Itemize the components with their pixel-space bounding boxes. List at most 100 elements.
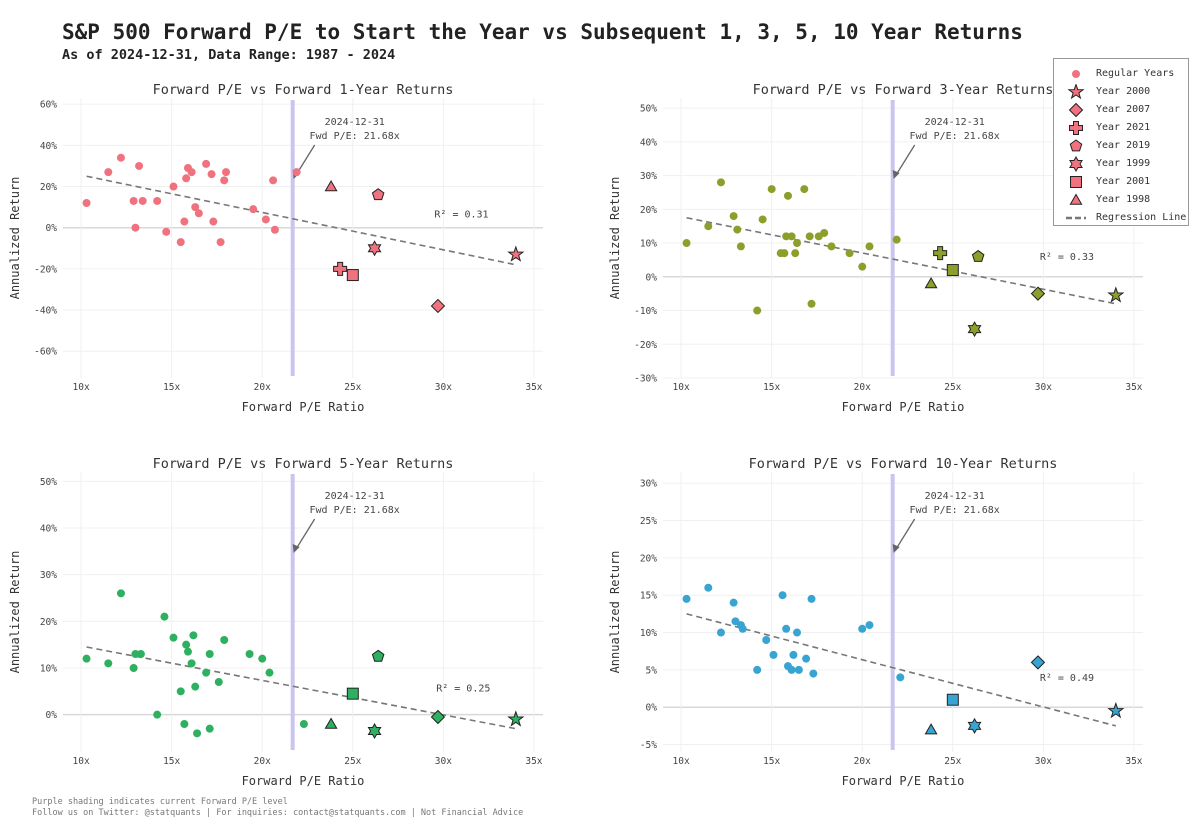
- x-tick-label: 10x: [673, 382, 690, 393]
- y-tick-label: 20%: [40, 182, 57, 193]
- special-point-2019: [371, 649, 385, 662]
- special-point-1998: [324, 180, 338, 192]
- data-point: [791, 249, 800, 258]
- data-point: [189, 631, 198, 640]
- legend-marker-pentagon: [1069, 139, 1083, 152]
- y-tick-label: 40%: [40, 524, 57, 535]
- special-point-2000: [1107, 286, 1125, 303]
- legend-label: Year 2007: [1096, 104, 1151, 115]
- special-point-1999: [367, 240, 382, 257]
- x-tick-label: 35x: [525, 382, 542, 393]
- data-point: [787, 232, 796, 241]
- legend-symbol: [1069, 139, 1083, 152]
- y-tick-label: 30%: [640, 171, 657, 182]
- data-point: [116, 589, 125, 598]
- x-tick-label: 25x: [344, 756, 361, 767]
- page-title: S&P 500 Forward P/E to Start the Year vs…: [62, 20, 1023, 44]
- data-point: [176, 238, 185, 247]
- special-point-2019: [371, 188, 385, 201]
- data-point: [789, 650, 798, 659]
- data-point: [845, 249, 854, 258]
- special-point-2000: [507, 710, 525, 727]
- x-tick-label: 20x: [254, 382, 271, 393]
- data-point: [716, 178, 725, 187]
- special-point-1998: [924, 723, 938, 735]
- data-point: [193, 729, 202, 738]
- y-tick-label: -30%: [634, 374, 657, 385]
- data-point: [220, 636, 229, 644]
- r2-label: R² = 0.25: [436, 683, 490, 694]
- x-axis-label: Forward P/E Ratio: [842, 400, 965, 414]
- data-point: [214, 678, 223, 686]
- legend-marker-triangle: [1069, 193, 1083, 205]
- legend-label: Year 1999: [1096, 158, 1151, 169]
- data-point: [135, 161, 144, 170]
- legend-symbol: [1067, 84, 1085, 100]
- data-point: [865, 242, 874, 251]
- data-point: [104, 659, 113, 668]
- data-point: [270, 225, 279, 234]
- data-point: [783, 191, 792, 200]
- x-tick-label: 20x: [854, 756, 871, 767]
- regression-line: [686, 613, 1117, 727]
- special-point-1998: [324, 717, 338, 729]
- legend-label: Year 1998: [1096, 194, 1151, 205]
- special-point-2000: [507, 245, 525, 262]
- data-point: [209, 217, 218, 226]
- x-axis-label: Forward P/E Ratio: [842, 774, 965, 788]
- data-point: [153, 710, 162, 719]
- data-point: [180, 217, 189, 226]
- data-point: [787, 665, 796, 674]
- data-point: [807, 299, 816, 308]
- y-tick-label: -20%: [34, 264, 57, 275]
- legend: Regular Years Year 2000 Year 2007 Year 2…: [1053, 58, 1189, 226]
- chart-title: Forward P/E vs Forward 10-Year Returns: [749, 456, 1058, 472]
- data-point: [187, 168, 196, 177]
- data-point: [261, 215, 270, 224]
- data-point: [258, 654, 267, 663]
- data-point: [205, 650, 214, 658]
- data-point: [205, 724, 214, 733]
- data-point: [767, 185, 776, 194]
- legend-marker-dash: [1066, 216, 1086, 220]
- data-point: [858, 262, 867, 271]
- legend-item-regular-years: Regular Years: [1054, 66, 1188, 82]
- annotation-pe: Fwd P/E: 21.68x: [910, 505, 1000, 516]
- x-tick-label: 25x: [944, 382, 961, 393]
- data-point: [116, 153, 125, 162]
- data-point: [682, 594, 691, 603]
- data-point: [729, 598, 738, 607]
- special-point-2001: [346, 269, 359, 282]
- data-point: [191, 203, 200, 212]
- y-tick-label: 10%: [40, 664, 57, 675]
- y-tick-label: 25%: [640, 516, 657, 527]
- regression-line: [86, 646, 516, 730]
- legend-symbol: [1069, 156, 1083, 172]
- legend-marker-plus: [1069, 121, 1083, 135]
- data-point: [249, 205, 258, 214]
- data-point: [180, 720, 189, 728]
- data-point: [129, 664, 138, 672]
- data-point: [704, 222, 713, 231]
- legend-item-regression-line: Regression Line: [1054, 210, 1188, 226]
- x-tick-label: 35x: [1125, 382, 1142, 393]
- regression-line: [686, 216, 1116, 305]
- y-tick-label: -10%: [634, 306, 657, 317]
- y-tick-label: 0%: [646, 703, 658, 714]
- data-point: [736, 242, 745, 251]
- special-point-1998: [924, 277, 938, 289]
- y-tick-label: -40%: [34, 306, 57, 317]
- data-point: [222, 168, 231, 177]
- y-tick-label: 50%: [640, 104, 657, 115]
- special-point-1999: [967, 321, 982, 338]
- annotation-pe: Fwd P/E: 21.68x: [310, 131, 400, 142]
- annotation-pe: Fwd P/E: 21.68x: [910, 131, 1000, 142]
- y-axis-label: Annualized Return: [608, 551, 622, 674]
- regression-line: [86, 175, 516, 266]
- special-point-2001: [346, 687, 359, 700]
- legend-item-year-1998: Year 1998: [1054, 192, 1188, 208]
- chart-title: Forward P/E vs Forward 1-Year Returns: [153, 82, 454, 98]
- x-tick-label: 30x: [1035, 756, 1052, 767]
- data-point: [216, 238, 225, 247]
- y-axis-label: Annualized Return: [8, 177, 22, 300]
